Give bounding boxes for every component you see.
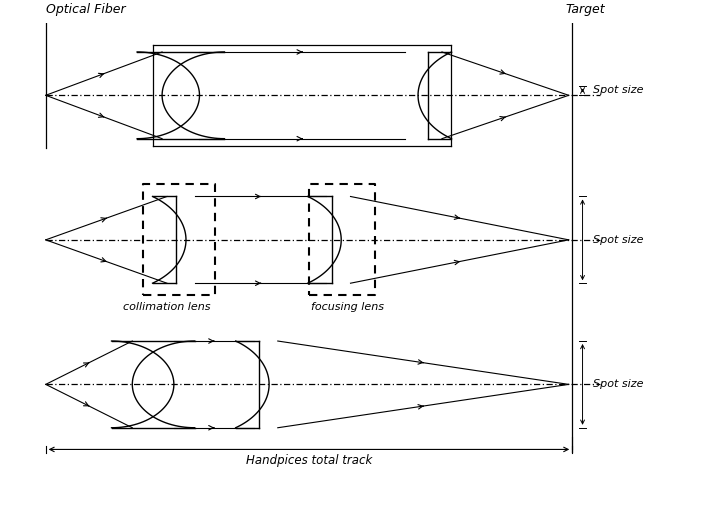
Text: Spot size: Spot size (593, 379, 644, 389)
Text: focusing lens: focusing lens (311, 302, 383, 313)
Text: collimation lens: collimation lens (123, 302, 211, 313)
Text: Target: Target (565, 3, 605, 16)
Text: Spot size: Spot size (593, 86, 644, 96)
Text: Optical Fiber: Optical Fiber (46, 3, 125, 16)
Text: Spot size: Spot size (593, 235, 644, 245)
Text: Handpices total track: Handpices total track (246, 454, 372, 467)
